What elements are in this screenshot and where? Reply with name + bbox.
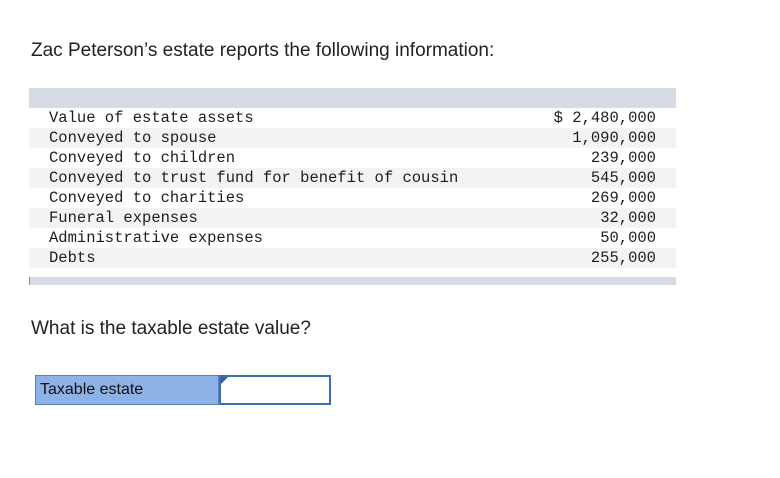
- row-label: Debts: [49, 249, 96, 267]
- table-row: Conveyed to charities 269,000: [29, 188, 676, 208]
- table-row: Administrative expenses 50,000: [29, 228, 676, 248]
- taxable-estate-label: Taxable estate: [35, 375, 219, 405]
- row-amount: 50,000: [600, 229, 656, 247]
- row-amount: $ 2,480,000: [553, 109, 656, 127]
- row-amount: 255,000: [590, 249, 656, 267]
- taxable-estate-input[interactable]: [219, 375, 331, 405]
- table-rows: Value of estate assets $ 2,480,000 Conve…: [29, 108, 676, 268]
- estate-info-table: Value of estate assets $ 2,480,000 Conve…: [29, 88, 676, 285]
- table-row: Debts 255,000: [29, 248, 676, 268]
- table-row: Conveyed to children 239,000: [29, 148, 676, 168]
- row-label: Conveyed to spouse: [49, 129, 217, 147]
- row-amount: 239,000: [590, 149, 656, 167]
- answer-row: Taxable estate: [35, 375, 331, 405]
- answer-input-wrap: [219, 375, 331, 405]
- row-label: Conveyed to children: [49, 149, 236, 167]
- table-footer-bar: [29, 277, 676, 285]
- row-amount: 1,090,000: [572, 129, 656, 147]
- table-row: Conveyed to spouse 1,090,000: [29, 128, 676, 148]
- row-label: Administrative expenses: [49, 229, 263, 247]
- table-row: Funeral expenses 32,000: [29, 208, 676, 228]
- row-label: Value of estate assets: [49, 109, 254, 127]
- row-amount: 545,000: [590, 169, 656, 187]
- row-label: Funeral expenses: [49, 209, 198, 227]
- row-label: Conveyed to charities: [49, 189, 245, 207]
- input-corner-marker-icon: [221, 377, 228, 384]
- row-amount: 269,000: [590, 189, 656, 207]
- table-footer-edge: [29, 277, 30, 285]
- table-header-bar: [29, 88, 676, 108]
- table-row: Conveyed to trust fund for benefit of co…: [29, 168, 676, 188]
- intro-text: Zac Peterson’s estate reports the follow…: [31, 40, 495, 61]
- row-amount: 32,000: [600, 209, 656, 227]
- question-text: What is the taxable estate value?: [31, 318, 311, 339]
- row-label: Conveyed to trust fund for benefit of co…: [49, 169, 459, 187]
- table-row: Value of estate assets $ 2,480,000: [29, 108, 676, 128]
